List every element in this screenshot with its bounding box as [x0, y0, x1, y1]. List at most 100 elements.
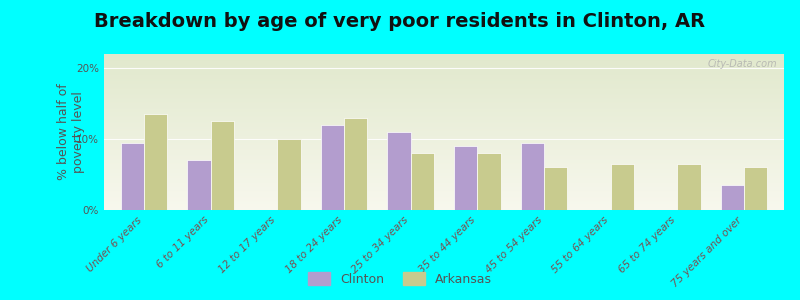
Bar — [104, 80, 784, 81]
Bar — [104, 112, 784, 113]
Bar — [104, 155, 784, 156]
Bar — [104, 82, 784, 83]
Bar — [104, 132, 784, 133]
Bar — [104, 138, 784, 139]
Bar — [104, 118, 784, 119]
Text: Breakdown by age of very poor residents in Clinton, AR: Breakdown by age of very poor residents … — [94, 12, 706, 31]
Bar — [344, 118, 367, 210]
Bar — [104, 183, 784, 184]
Bar — [104, 121, 784, 122]
Bar — [410, 153, 434, 210]
Bar — [104, 197, 784, 198]
Bar — [104, 105, 784, 106]
Bar — [104, 165, 784, 166]
Bar — [104, 169, 784, 170]
Bar — [104, 204, 784, 205]
Bar — [104, 201, 784, 202]
Bar — [104, 172, 784, 173]
Bar — [104, 111, 784, 112]
Bar — [104, 64, 784, 65]
Bar — [104, 200, 784, 201]
Bar — [104, 107, 784, 108]
Bar — [104, 198, 784, 199]
Bar — [104, 152, 784, 153]
Bar — [104, 115, 784, 116]
Bar — [104, 63, 784, 64]
Bar — [104, 149, 784, 150]
Bar — [104, 91, 784, 92]
Bar — [104, 108, 784, 109]
Bar — [104, 129, 784, 130]
Bar — [104, 175, 784, 176]
Bar — [104, 102, 784, 103]
Bar — [104, 85, 784, 86]
Bar — [104, 148, 784, 149]
Bar — [104, 178, 784, 179]
Bar — [104, 189, 784, 190]
Bar — [104, 87, 784, 88]
Legend: Clinton, Arkansas: Clinton, Arkansas — [302, 267, 498, 291]
Bar — [104, 166, 784, 167]
Bar — [104, 128, 784, 129]
Bar — [104, 158, 784, 159]
Bar — [104, 114, 784, 115]
Bar — [104, 176, 784, 177]
Bar — [104, 168, 784, 169]
Bar — [104, 167, 784, 168]
Bar — [104, 134, 784, 135]
Bar — [104, 142, 784, 143]
Bar — [104, 177, 784, 178]
Bar — [104, 208, 784, 209]
Bar — [104, 116, 784, 117]
Bar — [104, 192, 784, 193]
Bar — [104, 140, 784, 141]
Bar — [744, 167, 767, 210]
Bar — [104, 156, 784, 157]
Bar — [104, 194, 784, 195]
Bar — [610, 164, 634, 210]
Bar — [104, 54, 784, 55]
Bar — [104, 122, 784, 123]
Bar — [104, 68, 784, 69]
Bar — [104, 133, 784, 134]
Bar — [104, 75, 784, 76]
Bar — [104, 57, 784, 58]
Bar — [104, 141, 784, 142]
Bar — [104, 60, 784, 61]
Bar — [104, 179, 784, 180]
Bar — [104, 137, 784, 138]
Bar — [104, 67, 784, 68]
Bar — [104, 131, 784, 132]
Bar — [104, 153, 784, 154]
Bar — [104, 97, 784, 98]
Bar — [104, 55, 784, 56]
Bar — [104, 199, 784, 200]
Bar — [104, 83, 784, 84]
Bar — [104, 70, 784, 71]
Bar — [104, 125, 784, 126]
Bar — [104, 79, 784, 80]
Bar — [104, 77, 784, 78]
Bar — [104, 187, 784, 188]
Bar — [104, 101, 784, 102]
Text: City-Data.com: City-Data.com — [707, 59, 778, 69]
Bar — [104, 185, 784, 186]
Bar — [678, 164, 701, 210]
Bar — [104, 94, 784, 95]
Bar — [104, 205, 784, 206]
Bar — [104, 181, 784, 182]
Bar — [104, 65, 784, 66]
Bar — [104, 69, 784, 70]
Bar — [104, 126, 784, 127]
Bar — [104, 66, 784, 67]
Bar — [104, 174, 784, 175]
Bar — [521, 142, 544, 210]
Bar — [104, 90, 784, 91]
Bar — [104, 191, 784, 192]
Bar — [104, 104, 784, 105]
Bar — [104, 135, 784, 136]
Bar — [104, 98, 784, 99]
Bar — [104, 160, 784, 161]
Bar — [104, 103, 784, 104]
Bar — [104, 130, 784, 131]
